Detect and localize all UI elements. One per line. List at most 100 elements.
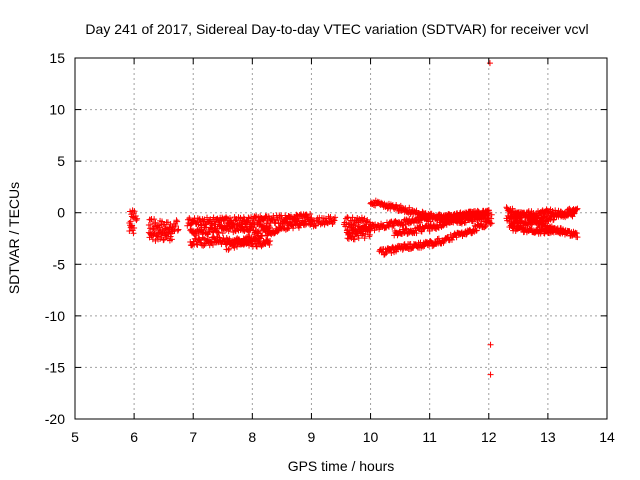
data-point xyxy=(262,240,269,247)
data-point xyxy=(167,233,174,240)
data-point xyxy=(448,236,455,243)
data-point xyxy=(193,232,200,239)
data-point xyxy=(169,228,176,235)
data-point xyxy=(574,205,581,212)
data-point xyxy=(550,216,557,223)
data-point xyxy=(247,226,254,233)
data-point xyxy=(573,206,580,213)
data-point xyxy=(350,221,357,228)
data-point xyxy=(359,228,366,235)
x-axis-label: GPS time / hours xyxy=(288,458,395,474)
data-point xyxy=(133,217,140,224)
data-point xyxy=(361,235,368,242)
data-point xyxy=(523,213,530,220)
data-point xyxy=(389,243,396,250)
x-tick-label: 11 xyxy=(422,429,437,445)
data-point xyxy=(293,217,300,224)
data-point xyxy=(201,241,208,248)
x-tick-label: 6 xyxy=(130,429,138,445)
data-point xyxy=(418,228,425,235)
data-point xyxy=(207,216,214,223)
y-tick-label: 5 xyxy=(57,153,65,169)
data-point xyxy=(573,230,580,237)
chart-title: Day 241 of 2017, Sidereal Day-to-day VTE… xyxy=(85,21,588,37)
data-point xyxy=(569,213,576,220)
data-point xyxy=(480,218,487,225)
data-point xyxy=(267,238,274,245)
data-point xyxy=(152,219,159,226)
data-point xyxy=(371,227,378,234)
data-point xyxy=(253,236,260,243)
data-point xyxy=(450,219,457,226)
data-point xyxy=(199,229,206,236)
data-point xyxy=(488,215,495,222)
y-tick-label: -10 xyxy=(45,308,65,324)
outlier-point xyxy=(488,211,495,218)
x-tick-label: 5 xyxy=(71,429,79,445)
data-point xyxy=(574,234,581,241)
data-point xyxy=(517,214,524,221)
data-point xyxy=(355,223,362,230)
data-point xyxy=(186,216,193,223)
data-point xyxy=(255,236,262,243)
data-point xyxy=(236,236,243,243)
data-point xyxy=(434,214,441,221)
data-point xyxy=(174,227,181,234)
data-point xyxy=(295,224,302,231)
data-point xyxy=(266,241,273,248)
data-point xyxy=(244,239,251,246)
data-point xyxy=(466,226,473,233)
data-point xyxy=(186,215,193,222)
data-point xyxy=(458,214,465,221)
data-point xyxy=(539,226,546,233)
y-tick-label: 0 xyxy=(57,205,65,221)
data-point xyxy=(271,229,278,236)
data-point xyxy=(159,218,166,225)
data-point xyxy=(160,237,167,244)
data-point xyxy=(571,210,578,217)
data-point xyxy=(396,204,403,211)
data-point xyxy=(420,243,427,250)
data-point xyxy=(225,246,232,253)
data-point xyxy=(549,207,556,214)
data-point xyxy=(482,223,489,230)
data-point xyxy=(388,250,395,257)
data-point xyxy=(473,227,480,234)
y-axis-label: SDTVAR / TECUs xyxy=(6,182,22,294)
data-point xyxy=(349,230,356,237)
data-point xyxy=(258,243,265,250)
data-point xyxy=(150,231,157,238)
data-point xyxy=(331,217,338,224)
data-point xyxy=(416,224,423,231)
data-point xyxy=(543,225,550,232)
x-tick-label: 14 xyxy=(599,429,615,445)
data-point xyxy=(147,216,154,223)
data-point xyxy=(238,241,245,248)
data-point xyxy=(126,227,133,234)
x-tick-label: 12 xyxy=(481,429,497,445)
data-point xyxy=(488,220,495,227)
data-point xyxy=(193,241,200,248)
x-tick-label: 10 xyxy=(363,429,379,445)
data-point xyxy=(540,212,547,219)
data-point xyxy=(127,218,134,225)
data-point xyxy=(131,225,138,232)
data-point xyxy=(311,222,318,229)
data-points xyxy=(126,60,581,378)
data-point xyxy=(255,229,262,236)
data-point xyxy=(209,241,216,248)
data-point xyxy=(250,224,257,231)
y-tick-label: -20 xyxy=(45,411,65,427)
data-point xyxy=(174,218,181,225)
data-point xyxy=(200,217,207,224)
outlier-point xyxy=(487,341,494,348)
y-tick-label: 15 xyxy=(49,50,65,66)
data-point xyxy=(234,243,241,250)
x-tick-label: 7 xyxy=(189,429,197,445)
outlier-point xyxy=(487,371,494,378)
data-point xyxy=(128,223,135,230)
data-point xyxy=(223,227,230,234)
data-point xyxy=(226,245,233,252)
data-point xyxy=(283,218,290,225)
data-point xyxy=(262,226,269,233)
